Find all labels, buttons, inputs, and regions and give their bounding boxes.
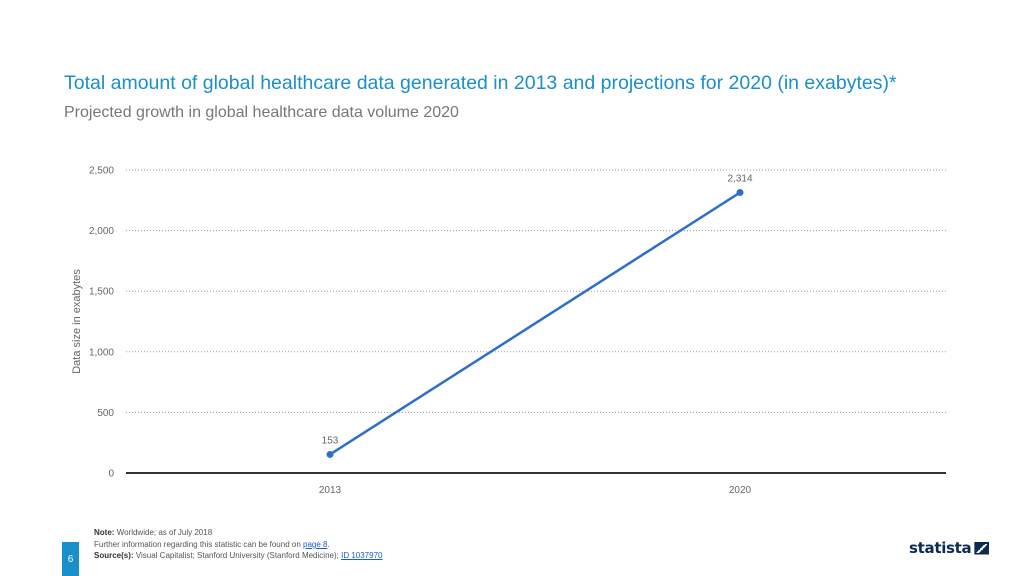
y-tick-label: 1,000 [89, 347, 114, 358]
further-info-text: Further information regarding this stati… [94, 540, 301, 549]
source-text: Visual Capitalist; Stanford University (… [135, 551, 339, 560]
further-info-line: Further information regarding this stati… [94, 540, 330, 549]
data-point [736, 189, 744, 197]
note-label: Note: [94, 528, 115, 537]
y-tick-label: 2,000 [89, 226, 114, 237]
y-tick-label: 500 [97, 408, 114, 419]
y-tick-label: 1,500 [89, 287, 114, 298]
note-line: Note: Worldwide; as of July 2018 [94, 528, 212, 537]
line-chart: 0 500 1,000 1,500 2,000 2,500 2013 2020 Data siz… [71, 166, 946, 496]
note-text: Worldwide; as of July 2018 [116, 528, 213, 537]
data-point [326, 450, 334, 458]
data-label: 153 [322, 435, 339, 446]
source-line: Source(s): Visual Capitalist; Stanford U… [94, 551, 382, 560]
data-label: 2,314 [727, 174, 752, 185]
x-tick-label: 2020 [729, 485, 752, 496]
series-line [329, 191, 741, 456]
statistic-id-link[interactable]: ID 1037970 [341, 551, 383, 560]
x-tick-label: 2013 [319, 485, 342, 496]
page-number-badge: 6 [62, 542, 79, 576]
y-tick-label: 2,500 [89, 166, 114, 177]
page-link[interactable]: page 8 [303, 540, 328, 549]
chart-title: Total amount of global healthcare data g… [64, 72, 897, 94]
source-label: Source(s): [94, 551, 134, 560]
page-number: 6 [67, 553, 74, 565]
chart-subtitle: Projected growth in global healthcare da… [64, 104, 459, 121]
statista-logo: statista [909, 539, 990, 557]
statista-logo-icon [974, 541, 990, 555]
y-axis-label: Data size in exabytes [71, 269, 83, 374]
y-tick-label: 0 [108, 469, 114, 480]
statista-wordmark: statista [909, 539, 972, 557]
